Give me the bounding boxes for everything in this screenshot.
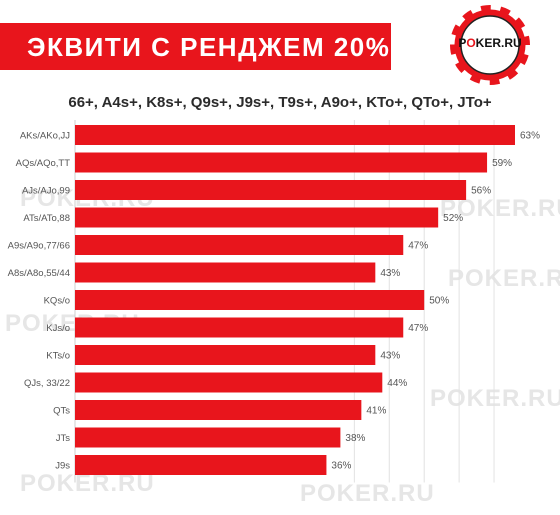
bar [75, 180, 467, 200]
bar [75, 152, 488, 173]
value-label: 36% [331, 461, 351, 472]
category-label: ATs/ATo,88 [23, 213, 70, 224]
category-label: A9s/A9o,77/66 [8, 241, 70, 252]
value-label: 56% [471, 186, 491, 197]
bar [75, 317, 404, 338]
bar [75, 400, 362, 420]
category-label: KTs/o [46, 351, 70, 362]
bar [75, 235, 404, 255]
category-label: A8s/A8o,55/44 [8, 268, 70, 279]
chart-subtitle: 66+, A4s+, K8s+, Q9s+, J9s+, T9s+, A9o+,… [68, 94, 492, 111]
value-label: 47% [408, 241, 428, 252]
value-label: 43% [380, 268, 400, 279]
value-label: 63% [520, 131, 540, 142]
category-label: AQs/AQo,TT [16, 158, 71, 169]
bar [75, 345, 376, 365]
logo-letter-p: P [458, 36, 467, 50]
bar [75, 427, 341, 448]
bar [75, 372, 383, 393]
title-banner: ЭКВИТИ С РЕНДЖЕМ 20% [0, 23, 391, 70]
watermark: POKER.RU [448, 265, 560, 292]
category-label: KQs/o [44, 296, 70, 307]
category-label: AKs/AKo,JJ [20, 131, 70, 142]
bar [75, 455, 327, 475]
bar [75, 262, 376, 283]
value-label: 38% [345, 433, 365, 444]
watermark: POKER.RU [430, 385, 560, 412]
value-label: 41% [366, 406, 386, 417]
category-label: QJs, 33/22 [24, 378, 70, 389]
value-label: 47% [408, 323, 428, 334]
category-label: JTs [56, 433, 71, 444]
logo-wordmark: POKER.RU [449, 36, 531, 50]
bar [75, 207, 439, 228]
logo-accent-letter: O [466, 36, 476, 50]
watermark: POKER.RU [300, 480, 435, 507]
category-label: J9s [55, 461, 70, 472]
value-label: 50% [429, 296, 449, 307]
logo-wordmark-rest: KER.RU [475, 36, 522, 50]
bar [75, 125, 515, 145]
category-label: KJs/o [46, 323, 70, 334]
value-label: 44% [387, 378, 407, 389]
page-title: ЭКВИТИ С РЕНДЖЕМ 20% [27, 32, 391, 62]
poker-ru-logo: POKER.RU [445, 0, 535, 90]
category-label: AJs/AJo,99 [22, 186, 70, 197]
value-label: 52% [443, 213, 463, 224]
equity-bar-chart: AKs/AKo,JJ 63% AQs/AQo,TT 59% AJs/AJo,99 56% A… [8, 120, 540, 483]
value-label: 43% [380, 351, 400, 362]
category-label: QTs [53, 406, 70, 417]
value-label: 59% [492, 158, 512, 169]
bar [75, 290, 425, 310]
